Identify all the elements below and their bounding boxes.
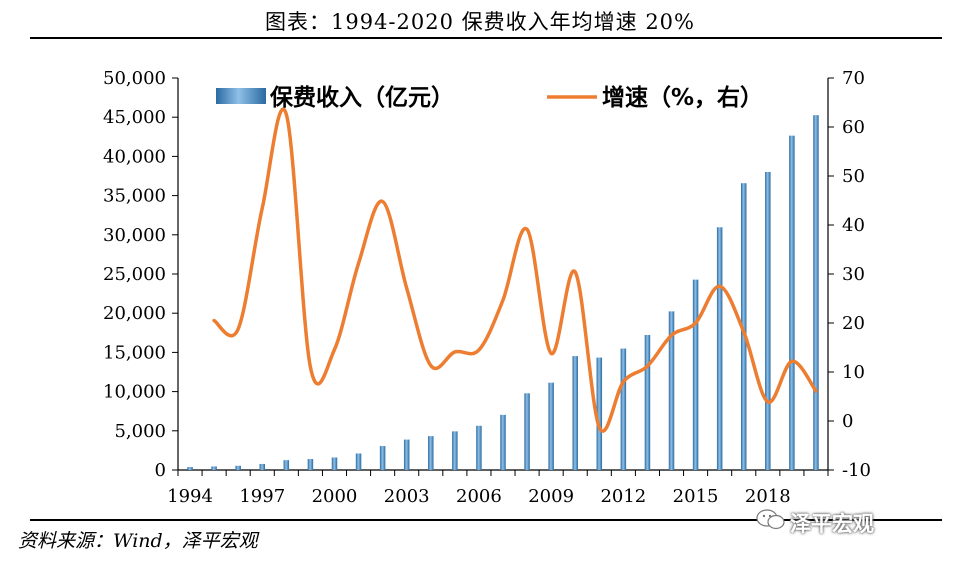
legend: 保费收入（亿元） 增速（%，右） — [216, 84, 763, 111]
bar — [259, 463, 266, 470]
x-tick-label: 2003 — [384, 486, 430, 507]
bar — [211, 466, 217, 470]
bar — [452, 431, 458, 470]
x-tick-label: 1997 — [239, 486, 285, 507]
bar — [524, 393, 530, 470]
legend-line-label: 增速（%，右） — [602, 84, 763, 111]
bar — [765, 171, 771, 470]
y-right-tick-label: 40 — [842, 215, 865, 236]
x-tick-label: 2015 — [673, 486, 719, 507]
wechat-icon — [756, 509, 785, 530]
bar-series — [187, 115, 819, 470]
bar — [789, 135, 795, 470]
bar — [572, 356, 578, 470]
bar — [331, 457, 338, 470]
y-left-tick-label: 15,000 — [103, 342, 166, 363]
y-right-tick-label: 60 — [842, 117, 865, 138]
x-tick-label: 2009 — [528, 486, 574, 507]
y-left-tick-label: 5,000 — [114, 421, 166, 442]
y-right-tick-label: 0 — [842, 411, 853, 432]
bar — [500, 414, 506, 470]
x-tick-label: 2006 — [456, 486, 502, 507]
y-left-tick-label: 10,000 — [103, 382, 166, 403]
y-right-tick-label: 10 — [842, 362, 865, 383]
bar — [740, 183, 747, 470]
y-left-tick-label: 25,000 — [103, 264, 166, 285]
bar — [187, 467, 193, 470]
growth-rate-line — [212, 107, 818, 433]
y-right-tick-label: 20 — [842, 313, 865, 334]
bar — [644, 334, 651, 470]
bar — [235, 465, 241, 470]
y-right-tick-label: 70 — [842, 68, 865, 89]
y-left-tick-label: 20,000 — [103, 303, 166, 324]
watermark-text: 泽平宏观 — [790, 512, 874, 536]
y-left-tick-label: 0 — [155, 460, 166, 481]
bar — [813, 115, 819, 470]
bar — [620, 348, 627, 470]
y-left-tick-label: 30,000 — [103, 225, 166, 246]
tick-labels: 0 5,000 10,000 15,000 20,000 25,000 30,000 35,0… — [103, 68, 871, 507]
bar — [283, 460, 290, 470]
x-tick-label: 2018 — [745, 486, 791, 507]
y-right-tick-label: 30 — [842, 264, 865, 285]
y-left-tick-label: 35,000 — [103, 186, 166, 207]
y-left-tick-label: 40,000 — [103, 146, 166, 167]
legend-bar-label: 保费收入（亿元） — [269, 84, 454, 111]
y-right-tick-label: -10 — [842, 460, 871, 481]
bar — [379, 446, 386, 470]
bar — [548, 382, 554, 470]
y-left-tick-label: 50,000 — [103, 68, 166, 89]
bar — [668, 311, 675, 470]
y-left-tick-label: 45,000 — [103, 107, 166, 128]
x-tick-label: 1994 — [167, 486, 213, 507]
bar — [403, 439, 410, 470]
bar — [428, 436, 434, 470]
bar — [355, 453, 362, 470]
y-right-tick-label: 50 — [842, 166, 865, 187]
x-tick-label: 2000 — [312, 486, 358, 507]
x-tick-label: 2012 — [600, 486, 646, 507]
bar — [476, 425, 482, 470]
legend-bar-swatch — [216, 88, 266, 104]
bar — [307, 459, 314, 470]
source-note: 资料来源：Wind，泽平宏观 — [18, 530, 258, 552]
chart-title: 图表：1994-2020 保费收入年均增速 20% — [264, 10, 695, 34]
bar — [692, 279, 699, 470]
bar — [596, 357, 603, 470]
bar — [716, 227, 723, 470]
